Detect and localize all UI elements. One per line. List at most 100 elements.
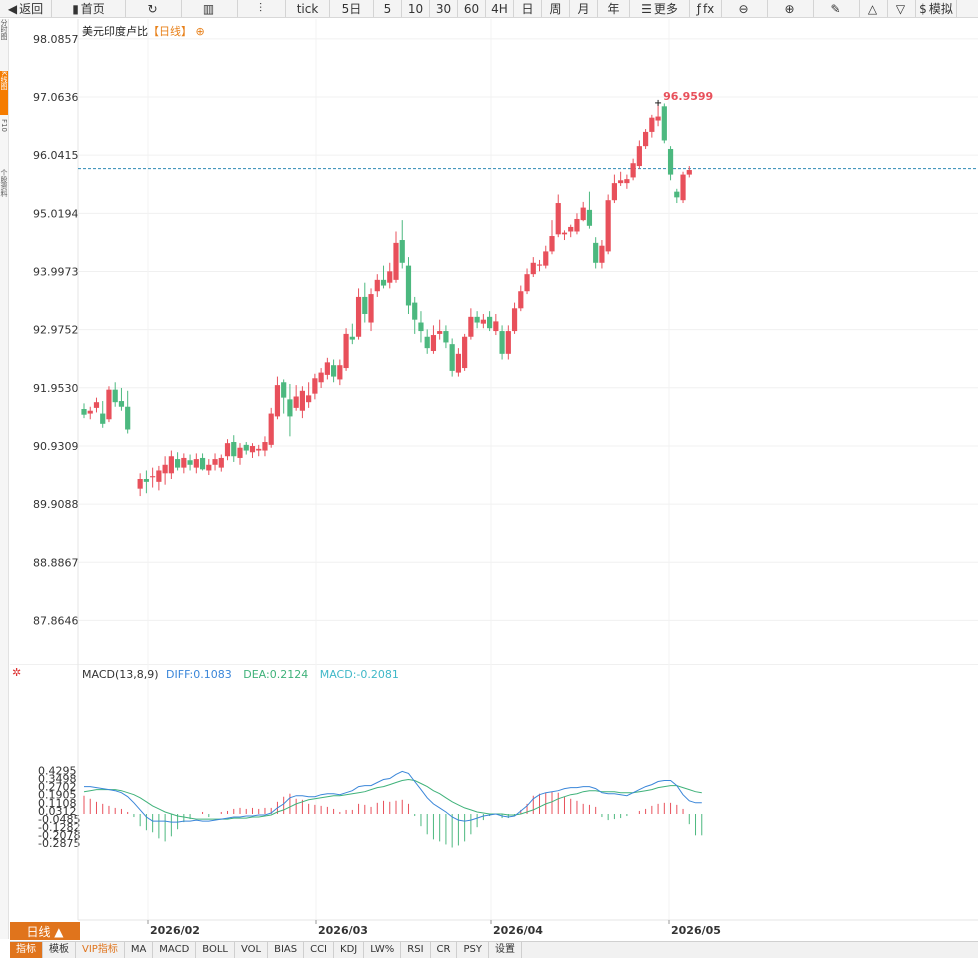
- toolbar-button-8[interactable]: 10: [402, 0, 430, 17]
- indicator-tab-8[interactable]: CCI: [304, 942, 335, 958]
- candle: [274, 376, 281, 420]
- sidebar-tab-0[interactable]: 分时图: [0, 19, 8, 40]
- candle-body: [175, 459, 181, 468]
- toolbar-button-9[interactable]: 30: [430, 0, 458, 17]
- x-tick-label: 2026/02: [150, 924, 200, 937]
- toolbar-button-3[interactable]: ▥: [182, 0, 238, 17]
- candle-body: [312, 378, 318, 394]
- candle: [618, 171, 624, 186]
- back-icon: ◀: [7, 1, 18, 16]
- toolbar-button-20[interactable]: ✎: [814, 0, 860, 17]
- toolbar-button-7[interactable]: 5: [374, 0, 402, 17]
- indicator-tab-7[interactable]: BIAS: [268, 942, 305, 958]
- indicator-tab-2[interactable]: VIP指标: [76, 942, 125, 958]
- indicator-tab-13[interactable]: PSY: [457, 942, 489, 958]
- candle: [518, 285, 524, 312]
- candle: [212, 453, 218, 471]
- candle-body: [568, 226, 574, 232]
- toolbar-button-22[interactable]: ▽: [888, 0, 916, 17]
- candle-body: [524, 274, 530, 292]
- indicator-tab-12[interactable]: CR: [431, 942, 458, 958]
- candle-body: [362, 296, 368, 314]
- period-select[interactable]: 日线 ▲: [10, 922, 80, 940]
- y-tick-label: 90.9309: [33, 440, 79, 453]
- x-tick-label: 2026/04: [493, 924, 543, 937]
- candle-body: [593, 242, 599, 263]
- candle-body: [530, 262, 536, 275]
- candle: [493, 313, 499, 336]
- toolbar-button-21[interactable]: △: [860, 0, 888, 17]
- sidebar-tab-3[interactable]: 个股资料: [0, 169, 8, 197]
- indicator-tab-6[interactable]: VOL: [235, 942, 269, 958]
- indicator-tab-9[interactable]: KDJ: [334, 942, 365, 958]
- toolbar-button-23[interactable]: $ 模拟: [916, 0, 957, 17]
- candle: [224, 439, 231, 461]
- candle-body: [686, 170, 692, 175]
- y-tick-label: 88.8867: [33, 556, 79, 569]
- toolbar-button-17[interactable]: ƒ fx: [690, 0, 722, 17]
- toolbar-button-14[interactable]: 月: [570, 0, 598, 17]
- indicator-tab-5[interactable]: BOLL: [196, 942, 235, 958]
- toolbar-button-13[interactable]: 周: [542, 0, 570, 17]
- candle: [243, 442, 249, 455]
- candle-body: [243, 444, 249, 451]
- candle-body: [443, 331, 449, 343]
- toolbar-button-19[interactable]: ⊕: [768, 0, 814, 17]
- toolbar-button-label: 月: [577, 2, 590, 16]
- macd-y-tick-label: 0.4295: [38, 764, 77, 777]
- candle-body: [487, 316, 493, 329]
- candle-body: [299, 390, 305, 411]
- candle-body: [256, 448, 262, 451]
- candle-body: [81, 409, 87, 415]
- refresh-icon: ↻: [147, 1, 158, 16]
- sidebar-tab-2[interactable]: F10: [0, 119, 8, 132]
- toolbar-button-1[interactable]: ▮ 首页: [52, 0, 126, 17]
- toolbar-button-15[interactable]: 年: [598, 0, 630, 17]
- toolbar-button-label: 4H: [491, 1, 508, 16]
- candle-body: [624, 179, 630, 184]
- indicator-tab-3[interactable]: MA: [125, 942, 154, 958]
- toolbar-button-label: 10: [407, 1, 424, 16]
- candle-body: [655, 116, 661, 121]
- indicator-settings-icon[interactable]: ✲: [12, 666, 22, 679]
- candle: [661, 103, 667, 144]
- toolbar-button-2[interactable]: ↻: [126, 0, 182, 17]
- indicator-tab-1[interactable]: 模板: [43, 942, 76, 958]
- menu-icon: ☰: [641, 1, 652, 16]
- toolbar-button-label: 60: [463, 1, 480, 16]
- toolbar-button-10[interactable]: 60: [458, 0, 486, 17]
- toolbar-button-6[interactable]: 5日: [330, 0, 374, 17]
- add-indicator-icon[interactable]: ⊕: [195, 25, 205, 38]
- candle-body: [636, 146, 642, 167]
- indicator-tab-4[interactable]: MACD: [153, 942, 197, 958]
- toolbar-button-0[interactable]: ◀ 返回: [0, 0, 52, 17]
- indicator-tab-11[interactable]: RSI: [401, 942, 431, 958]
- toolbar-button-16[interactable]: ☰ 更多: [630, 0, 690, 17]
- toolbar-button-label: 周: [549, 2, 562, 16]
- candle-body: [218, 457, 224, 468]
- toolbar-button-5[interactable]: tick: [286, 0, 330, 17]
- toolbar-button-12[interactable]: 日: [514, 0, 542, 17]
- candle-body: [380, 279, 387, 286]
- zoom-out-icon: ⊖: [738, 1, 749, 16]
- toolbar-button-11[interactable]: 4H: [486, 0, 514, 17]
- indicator-tab-10[interactable]: LW%: [364, 942, 402, 958]
- toolbar-button-4[interactable]: ⫶: [238, 0, 286, 17]
- macd-y-tick-label: 0.3498: [38, 772, 77, 785]
- toolbar-button-label: 首页: [80, 2, 105, 16]
- candle-body: [574, 218, 580, 232]
- indicator-tab-0[interactable]: 指标: [10, 942, 43, 958]
- candle-body: [137, 479, 143, 489]
- candle: [430, 325, 437, 354]
- candle: [393, 231, 399, 283]
- candle: [586, 191, 593, 229]
- candle-body: [630, 163, 636, 178]
- indicator-tab-14[interactable]: 设置: [489, 942, 522, 958]
- candle: [474, 311, 480, 329]
- candle: [318, 368, 324, 388]
- toolbar-button-label: 更多: [653, 2, 678, 16]
- candle: [331, 359, 337, 383]
- toolbar-button-18[interactable]: ⊖: [722, 0, 768, 17]
- y-tick-label: 91.9530: [33, 382, 79, 395]
- sidebar-tab-1[interactable]: K线图: [0, 71, 8, 115]
